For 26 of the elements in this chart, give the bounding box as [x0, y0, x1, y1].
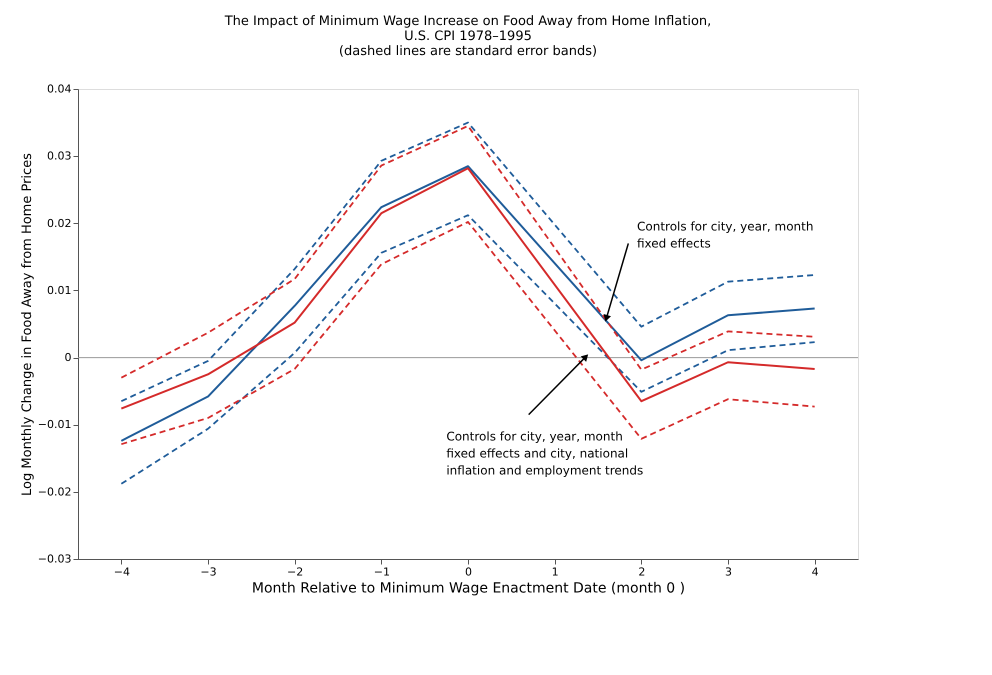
y-tick-label: 0.01 — [47, 284, 72, 297]
x-axis-title: Month Relative to Minimum Wage Enactment Date (month 0 ) — [252, 580, 686, 596]
y-tick-label: 0.02 — [47, 216, 72, 230]
x-tick-label: 0 — [465, 566, 472, 578]
line-series — [120, 221, 816, 446]
y-tick-label: −0.02 — [38, 485, 72, 498]
x-tick-label: 4 — [812, 566, 819, 578]
line-series — [120, 214, 816, 485]
y-tick-label: −0.03 — [38, 552, 72, 566]
y-axis-title: Log Monthly Change in Food Away from Home Prices — [20, 152, 35, 496]
annotation: Controls for city, year, month fixed effects — [637, 219, 814, 250]
text: The Impact of Minimum Wage Increase on Food Away from Home Inflation, — [224, 14, 712, 29]
x-tick-label: 3 — [725, 566, 732, 578]
y-tick-label: 0.04 — [47, 82, 72, 96]
x-tick-label: −1 — [374, 566, 390, 578]
x-tick-label: 2 — [638, 566, 646, 578]
annotation: Controls for city, year, month fixed effects and city, national inflation and employment trends — [446, 429, 644, 478]
y-tick-label: 0 — [64, 351, 72, 364]
text: U.S. CPI 1978–1995 — [404, 29, 532, 44]
x-tick-label: −3 — [200, 566, 217, 578]
text: (dashed lines are standard error bands) — [338, 44, 598, 59]
x-tick-label: 1 — [552, 566, 559, 578]
x-tick-label: −4 — [114, 566, 130, 578]
y-tick-label: 0.03 — [47, 150, 72, 163]
y-tick-label: −0.01 — [38, 418, 72, 432]
x-tick-label: −2 — [287, 566, 304, 578]
